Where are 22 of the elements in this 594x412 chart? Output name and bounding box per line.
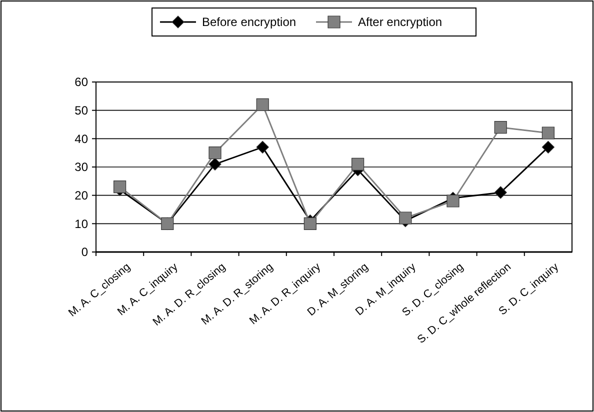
point xyxy=(256,98,269,111)
point xyxy=(256,140,269,154)
point xyxy=(542,126,554,140)
point xyxy=(304,217,316,230)
legend-label: After encryption xyxy=(358,15,442,30)
point xyxy=(208,158,222,170)
y-tick-label: 10 xyxy=(74,216,88,231)
point xyxy=(114,180,126,194)
point xyxy=(494,121,507,134)
y-tick-label: 0 xyxy=(81,245,88,260)
y-tick-label: 60 xyxy=(74,75,88,90)
y-tick-label: 20 xyxy=(74,188,88,203)
y-tick-label: 40 xyxy=(74,132,88,146)
point xyxy=(494,186,507,199)
legend-label: Before encryption xyxy=(202,15,296,30)
point xyxy=(399,212,412,224)
point xyxy=(446,194,460,208)
point xyxy=(352,158,364,170)
point xyxy=(208,146,222,160)
point xyxy=(542,140,554,154)
y-tick-label: 50 xyxy=(74,104,88,118)
y-tick-label: 30 xyxy=(74,160,88,174)
